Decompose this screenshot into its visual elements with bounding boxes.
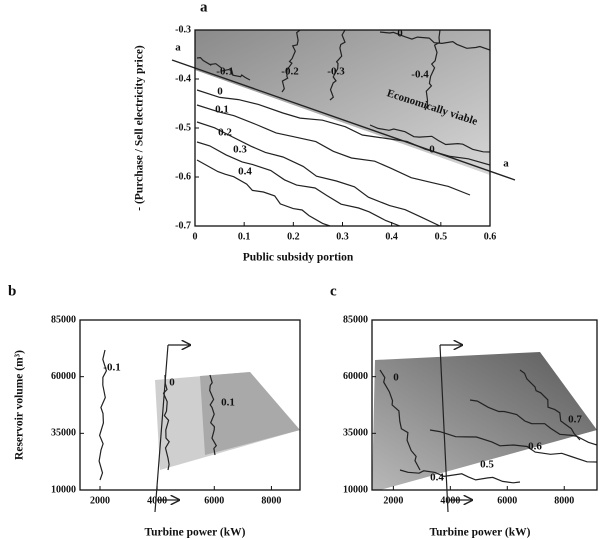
y-axis-title: - (Purchase / Sell electricity price)	[134, 45, 146, 211]
contour-label: 0.6	[528, 441, 542, 453]
panel: -0.1 0 0.1 2000 4000 6000 8000 10000 35000 60000 8…	[8, 283, 301, 539]
boundary-label: a	[175, 42, 181, 54]
y-axis-title: Reservoir volume (m³)	[14, 350, 26, 460]
contour-line	[519, 369, 581, 441]
axes-frame	[371, 319, 598, 491]
plot-area	[98, 349, 300, 481]
x-tick-label: 4000	[147, 495, 167, 506]
x-axis-title: Turbine power (kW)	[145, 527, 246, 539]
x-tick-label: 0.2	[287, 231, 300, 242]
contour-line	[196, 56, 251, 81]
contour-line	[469, 399, 597, 446]
contour-line	[196, 159, 331, 226]
contour-label: 0.4	[430, 472, 444, 484]
panel-label: b	[8, 283, 16, 299]
contour-label: 0.1	[221, 397, 235, 409]
direction-line	[154, 344, 169, 513]
x-tick-label: 2000	[383, 495, 403, 506]
contour-line	[379, 31, 490, 51]
y-tick-label: 35000	[51, 428, 76, 439]
y-tick-label: 60000	[343, 371, 368, 382]
x-tick-label: 0	[193, 231, 198, 242]
contour-label: 0.1	[215, 104, 229, 116]
contour-label: 0.4	[238, 166, 252, 178]
y-tick-label: -0.7	[175, 220, 191, 231]
plot-area	[195, 30, 490, 226]
contour-label: 0	[217, 86, 223, 98]
contour-label: 0	[169, 377, 175, 389]
x-axis-title: Public subsidy portion	[243, 252, 354, 264]
shaded-region	[372, 352, 597, 490]
contour-label: 0.7	[568, 414, 582, 426]
contour-line	[424, 30, 441, 111]
contour-line	[429, 429, 597, 463]
contour-line	[98, 349, 108, 481]
panel: 0-0.1 -0.2 -0.3 -0.400.10.20.30.400 0.1 0.2 0.…	[134, 0, 516, 264]
contour-label: -0.1	[103, 362, 120, 374]
y-tick-label: -0.5	[175, 122, 191, 133]
y-tick-label: 10000	[51, 484, 76, 495]
x-tick-label: 0.4	[385, 231, 398, 242]
contour-line	[196, 141, 401, 226]
contour-line	[196, 104, 471, 196]
panel: 0 0.7 0.6 0.5 0.4 2000 4000 6000 8000 10000 35000 6…	[330, 283, 598, 539]
x-tick-label: 8000	[554, 495, 574, 506]
x-tick-label: 0.6	[484, 231, 497, 242]
contour-label: -0.4	[411, 69, 429, 81]
y-tick-label: -0.6	[175, 171, 191, 182]
y-tick-label: 85000	[343, 314, 368, 325]
x-tick-label: 0.3	[336, 231, 349, 242]
boundary-label: a	[503, 158, 509, 170]
contour-line	[369, 124, 490, 153]
x-tick-label: 0.5	[435, 231, 448, 242]
axes-frame	[79, 319, 301, 491]
contour-line	[329, 30, 346, 101]
contour-label: 0.3	[233, 144, 247, 156]
contour-label: 0	[397, 28, 403, 40]
panel-label: a	[200, 0, 208, 15]
contour-line	[281, 30, 301, 93]
contour-label: 0.5	[480, 459, 494, 471]
x-tick-label: 6000	[497, 495, 517, 506]
x-tick-label: 2000	[90, 495, 110, 506]
contour-label: -0.2	[281, 66, 299, 78]
contour-line	[162, 374, 170, 471]
y-tick-label: 60000	[51, 371, 76, 382]
plot-area	[372, 352, 597, 490]
contour-line	[399, 469, 521, 484]
panel-label: c	[330, 283, 337, 299]
y-tick-label: -0.4	[175, 73, 191, 84]
contour-label: -0.1	[216, 66, 233, 78]
x-axis-title: Turbine power (kW)	[430, 527, 531, 539]
y-tick-label: 85000	[51, 314, 76, 325]
shaded-region	[200, 372, 300, 455]
contour-label: 0.2	[218, 127, 232, 139]
contour-line	[379, 369, 421, 471]
contour-label: 0	[393, 372, 399, 384]
direction-line	[439, 344, 449, 513]
viability-boundary	[171, 59, 516, 181]
y-tick-label: 35000	[343, 428, 368, 439]
contour-label: 0	[429, 144, 435, 156]
y-tick-label: -0.3	[175, 24, 191, 35]
x-tick-label: 8000	[261, 495, 281, 506]
contour-line	[209, 374, 218, 456]
y-tick-label: 10000	[343, 484, 368, 495]
x-tick-label: 4000	[440, 495, 460, 506]
shaded-region	[195, 30, 490, 175]
contour-label: -0.3	[327, 66, 345, 78]
x-tick-label: 0.1	[238, 231, 251, 242]
contour-line	[196, 121, 441, 226]
x-tick-label: 6000	[204, 495, 224, 506]
